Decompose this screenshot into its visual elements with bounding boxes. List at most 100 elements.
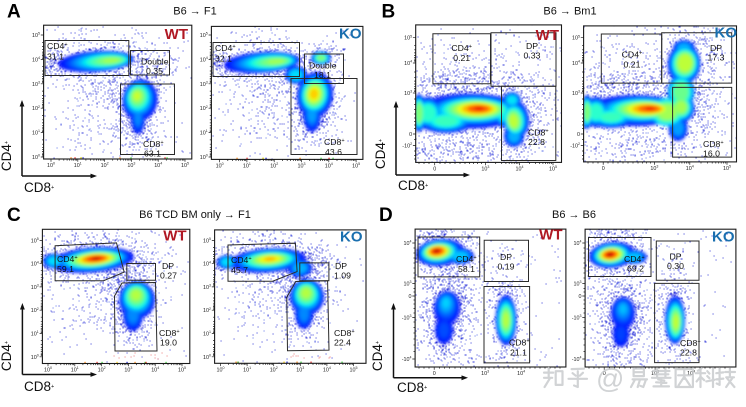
- svg-text:105: 105: [203, 237, 211, 244]
- svg-text:105: 105: [572, 34, 580, 41]
- svg-text:102: 102: [200, 105, 208, 112]
- svg-text:1.09: 1.09: [334, 271, 351, 281]
- svg-text:0.33: 0.33: [524, 51, 541, 61]
- svg-text:CD4+: CD4+: [373, 139, 388, 169]
- svg-text:-104: -104: [572, 356, 582, 363]
- svg-text:63.1: 63.1: [144, 149, 161, 159]
- svg-text:17.3: 17.3: [708, 53, 725, 63]
- svg-text:CD8+: CD8+: [159, 328, 180, 338]
- svg-text:103: 103: [481, 370, 489, 377]
- svg-text:-104: -104: [402, 356, 412, 363]
- svg-text:59.1: 59.1: [57, 264, 74, 274]
- svg-text:C: C: [7, 205, 21, 226]
- svg-text:Double: Double: [141, 57, 169, 67]
- svg-text:103: 103: [572, 90, 580, 97]
- svg-text:102: 102: [31, 307, 39, 314]
- svg-text:104: 104: [32, 56, 40, 63]
- svg-text:CD8+: CD8+: [703, 139, 724, 149]
- svg-text:104: 104: [200, 56, 208, 63]
- svg-text:0: 0: [603, 371, 606, 377]
- svg-text:101: 101: [71, 366, 79, 373]
- svg-text:CD8+: CD8+: [143, 139, 164, 149]
- svg-text:CD8+: CD8+: [398, 178, 428, 193]
- svg-text:105: 105: [200, 32, 208, 39]
- svg-text:B6 → B6: B6 → B6: [552, 209, 596, 221]
- svg-text:101: 101: [31, 330, 39, 337]
- svg-text:0: 0: [409, 294, 412, 300]
- svg-text:0.27: 0.27: [160, 271, 177, 281]
- svg-text:103: 103: [574, 280, 582, 287]
- svg-text:69.2: 69.2: [627, 264, 644, 274]
- svg-text:103: 103: [404, 90, 412, 97]
- svg-text:104: 104: [325, 162, 333, 169]
- svg-text:103: 103: [31, 284, 39, 291]
- svg-text:104: 104: [31, 260, 39, 267]
- svg-text:102: 102: [98, 366, 106, 373]
- svg-text:22.8: 22.8: [528, 137, 545, 147]
- svg-text:WT: WT: [539, 227, 562, 244]
- svg-text:102: 102: [203, 307, 211, 314]
- svg-text:D: D: [379, 205, 393, 226]
- svg-text:CD4+: CD4+: [0, 141, 14, 171]
- svg-text:102: 102: [270, 162, 278, 169]
- svg-text:DP: DP: [526, 41, 538, 51]
- svg-text:58.1: 58.1: [458, 264, 475, 274]
- svg-text:-102: -102: [402, 142, 412, 149]
- svg-text:B6 TCD BM only → F1: B6 TCD BM only → F1: [139, 209, 251, 221]
- svg-text:105: 105: [31, 237, 39, 244]
- svg-text:101: 101: [32, 129, 40, 136]
- svg-text:CD4+: CD4+: [451, 43, 472, 53]
- svg-text:DP: DP: [162, 261, 174, 271]
- svg-text:0: 0: [602, 166, 605, 172]
- svg-text:B: B: [382, 2, 396, 23]
- svg-text:100: 100: [31, 353, 39, 360]
- svg-text:104: 104: [574, 240, 582, 247]
- svg-text:CD4+: CD4+: [456, 254, 477, 264]
- svg-text:DP: DP: [710, 43, 722, 53]
- svg-text:0.35: 0.35: [146, 66, 163, 76]
- svg-text:B6 → Bm1: B6 → Bm1: [543, 6, 596, 18]
- svg-text:B6 → F1: B6 → F1: [173, 6, 216, 18]
- svg-text:102: 102: [32, 105, 40, 112]
- svg-text:0.21: 0.21: [624, 60, 641, 70]
- svg-text:CD4+: CD4+: [370, 341, 385, 371]
- svg-text:45.7: 45.7: [231, 265, 248, 275]
- svg-text:@: @: [596, 363, 624, 394]
- svg-text:CD8+: CD8+: [24, 180, 54, 195]
- svg-text:CD8+: CD8+: [680, 338, 701, 348]
- svg-text:CD8+: CD8+: [324, 137, 345, 147]
- svg-text:104: 104: [516, 165, 524, 172]
- svg-text:DP: DP: [335, 261, 347, 271]
- svg-text:CD4+: CD4+: [231, 255, 252, 265]
- svg-text:103: 103: [127, 162, 135, 169]
- svg-text:105: 105: [32, 32, 40, 39]
- svg-text:104: 104: [203, 260, 211, 267]
- svg-text:CD4+: CD4+: [0, 341, 14, 371]
- svg-text:105: 105: [404, 34, 412, 41]
- svg-text:0: 0: [577, 132, 580, 138]
- svg-text:103: 103: [481, 165, 489, 172]
- svg-text:104: 104: [404, 60, 412, 67]
- svg-text:DP: DP: [669, 252, 681, 262]
- svg-text:0.21: 0.21: [453, 53, 470, 63]
- svg-text:21.1: 21.1: [510, 348, 527, 358]
- svg-text:0: 0: [433, 371, 436, 377]
- svg-text:102: 102: [270, 366, 278, 373]
- svg-text:101: 101: [243, 366, 251, 373]
- svg-text:103: 103: [32, 80, 40, 87]
- svg-text:105: 105: [350, 366, 358, 373]
- svg-text:0: 0: [409, 132, 412, 138]
- svg-text:100: 100: [32, 154, 40, 161]
- svg-text:100: 100: [203, 353, 211, 360]
- svg-text:CD8+: CD8+: [528, 128, 549, 138]
- svg-text:103: 103: [124, 366, 132, 373]
- svg-text:100: 100: [216, 162, 224, 169]
- svg-text:43.6: 43.6: [325, 147, 342, 157]
- svg-text:32.1: 32.1: [215, 54, 232, 64]
- svg-text:103: 103: [296, 366, 304, 373]
- svg-text:0.30: 0.30: [667, 261, 684, 271]
- svg-text:19.0: 19.0: [160, 338, 177, 348]
- svg-text:0: 0: [433, 166, 436, 172]
- svg-text:22.4: 22.4: [334, 338, 351, 348]
- svg-text:DP: DP: [500, 252, 512, 262]
